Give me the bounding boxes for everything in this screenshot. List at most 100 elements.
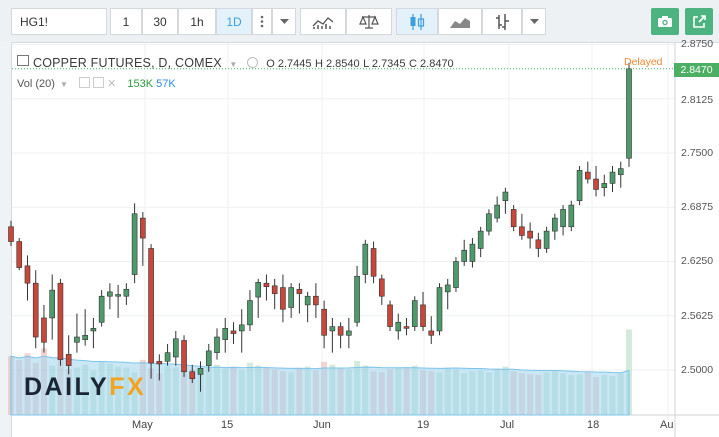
x-tick-label: 18: [587, 419, 600, 431]
candle-body: [626, 68, 632, 159]
candle-body: [222, 328, 229, 340]
candle-body: [329, 326, 336, 332]
x-tick-label: Jul: [500, 419, 515, 431]
close-icon[interactable]: ✕: [107, 78, 117, 90]
candle-body: [453, 261, 459, 288]
candle-body: [370, 248, 377, 277]
candle-body: [49, 289, 56, 319]
toolbar: HG1! 1 30 1h 1D: [0, 0, 719, 42]
popout-icon[interactable]: [685, 8, 713, 35]
indicators-icon[interactable]: [300, 8, 346, 35]
chart-title: COPPER FUTURES, D, COMEX: [33, 56, 222, 70]
candle-body: [263, 282, 270, 287]
candle-body: [189, 371, 196, 379]
interval-1h-button[interactable]: 1h: [178, 8, 216, 35]
candle-body: [123, 288, 130, 297]
chart-legend: COPPER FUTURES, D, COMEX ▼ O 2.7445 H 2.…: [17, 55, 454, 70]
candle-body: [280, 287, 286, 310]
collapse-legend-icon[interactable]: [17, 55, 29, 66]
compare-scale-icon[interactable]: [346, 8, 392, 35]
last-price-badge: 2.8470: [674, 63, 719, 77]
candle-body: [411, 300, 418, 327]
candle-body: [519, 226, 525, 236]
candle-body: [107, 291, 113, 297]
candle-body: [255, 282, 261, 298]
area-chart-icon[interactable]: [438, 8, 482, 35]
candle-body: [65, 354, 72, 366]
gear-icon[interactable]: [93, 77, 105, 88]
candle-body: [181, 340, 187, 373]
candle-body: [337, 326, 344, 336]
candle-body: [140, 217, 146, 239]
ohlc-low: L 2.7345: [363, 58, 406, 70]
chart-type-dropdown-icon[interactable]: [522, 8, 546, 35]
y-tick-label: 2.8750: [681, 38, 714, 50]
candle-body: [584, 171, 591, 180]
candle-body: [510, 209, 517, 228]
eye-icon[interactable]: [78, 77, 90, 88]
candles-icon[interactable]: [396, 8, 438, 35]
candle-body: [436, 287, 443, 332]
candle-body: [230, 330, 237, 334]
more-intervals-icon[interactable]: [252, 8, 272, 35]
candle-body: [593, 178, 599, 190]
y-tick-label: 2.6875: [681, 201, 714, 213]
candle-body: [24, 265, 31, 284]
ohlc-close: C 2.8470: [409, 58, 454, 70]
candle-body: [205, 350, 212, 366]
candle-body: [16, 241, 23, 268]
dailyfx-logo: DAILYFX: [24, 373, 147, 401]
ohlc-open: O 2.7445: [266, 58, 312, 70]
candle-body: [321, 308, 327, 336]
x-tick-label: 15: [221, 419, 234, 431]
candlesticks: [8, 62, 632, 392]
bars-chart-icon[interactable]: [482, 8, 522, 35]
candle-body: [288, 287, 294, 308]
candle-body: [197, 367, 204, 375]
candle-body: [313, 295, 319, 306]
candle-body: [354, 275, 360, 323]
y-tick-label: 2.6250: [681, 255, 714, 267]
candle-body: [296, 288, 303, 294]
chevron-down-icon[interactable]: [272, 8, 296, 35]
title-menu-chevron-icon[interactable]: ▼: [229, 60, 238, 69]
volume-ma-value: 57K: [156, 78, 176, 90]
candle-body: [535, 239, 542, 249]
candle-body: [304, 295, 311, 306]
volume-value: 153K: [127, 78, 154, 90]
interval-1d-button[interactable]: 1D: [216, 8, 252, 35]
candle-body: [477, 230, 484, 249]
volume-menu-chevron-icon[interactable]: ▼: [59, 80, 68, 89]
candle-body: [461, 249, 468, 262]
y-tick-label: 2.8125: [681, 94, 714, 106]
candle-body: [82, 334, 88, 340]
candle-body: [428, 330, 435, 336]
candle-body: [41, 317, 47, 343]
candle-body: [362, 243, 369, 275]
candle-body: [444, 284, 451, 293]
symbol-input[interactable]: HG1!: [11, 8, 107, 35]
candle-body: [486, 213, 492, 232]
ohlc-high: H 2.8540: [314, 58, 360, 70]
y-tick-label: 2.5625: [681, 310, 714, 322]
settings-icon[interactable]: [246, 57, 258, 68]
x-tick-label: Jun: [313, 419, 331, 431]
interval-30-button[interactable]: 30: [142, 8, 178, 35]
interval-1-button[interactable]: 1: [110, 8, 142, 35]
candle-body: [568, 204, 575, 228]
candle-body: [601, 183, 608, 189]
x-tick-label: May: [132, 419, 153, 431]
candle-body: [527, 230, 533, 239]
candle-body: [552, 217, 558, 232]
candle-body: [214, 336, 220, 353]
candle-body: [609, 171, 616, 184]
candle-body: [403, 326, 410, 329]
volume-label: Vol (20): [17, 78, 55, 90]
volume-legend: Vol (20) ▼ ✕ 153K 57K: [17, 77, 176, 90]
camera-icon[interactable]: [651, 8, 679, 35]
candle-body: [115, 294, 121, 297]
candle-body: [247, 300, 253, 326]
x-tick-label: Au: [660, 419, 674, 431]
candle-body: [378, 278, 385, 297]
